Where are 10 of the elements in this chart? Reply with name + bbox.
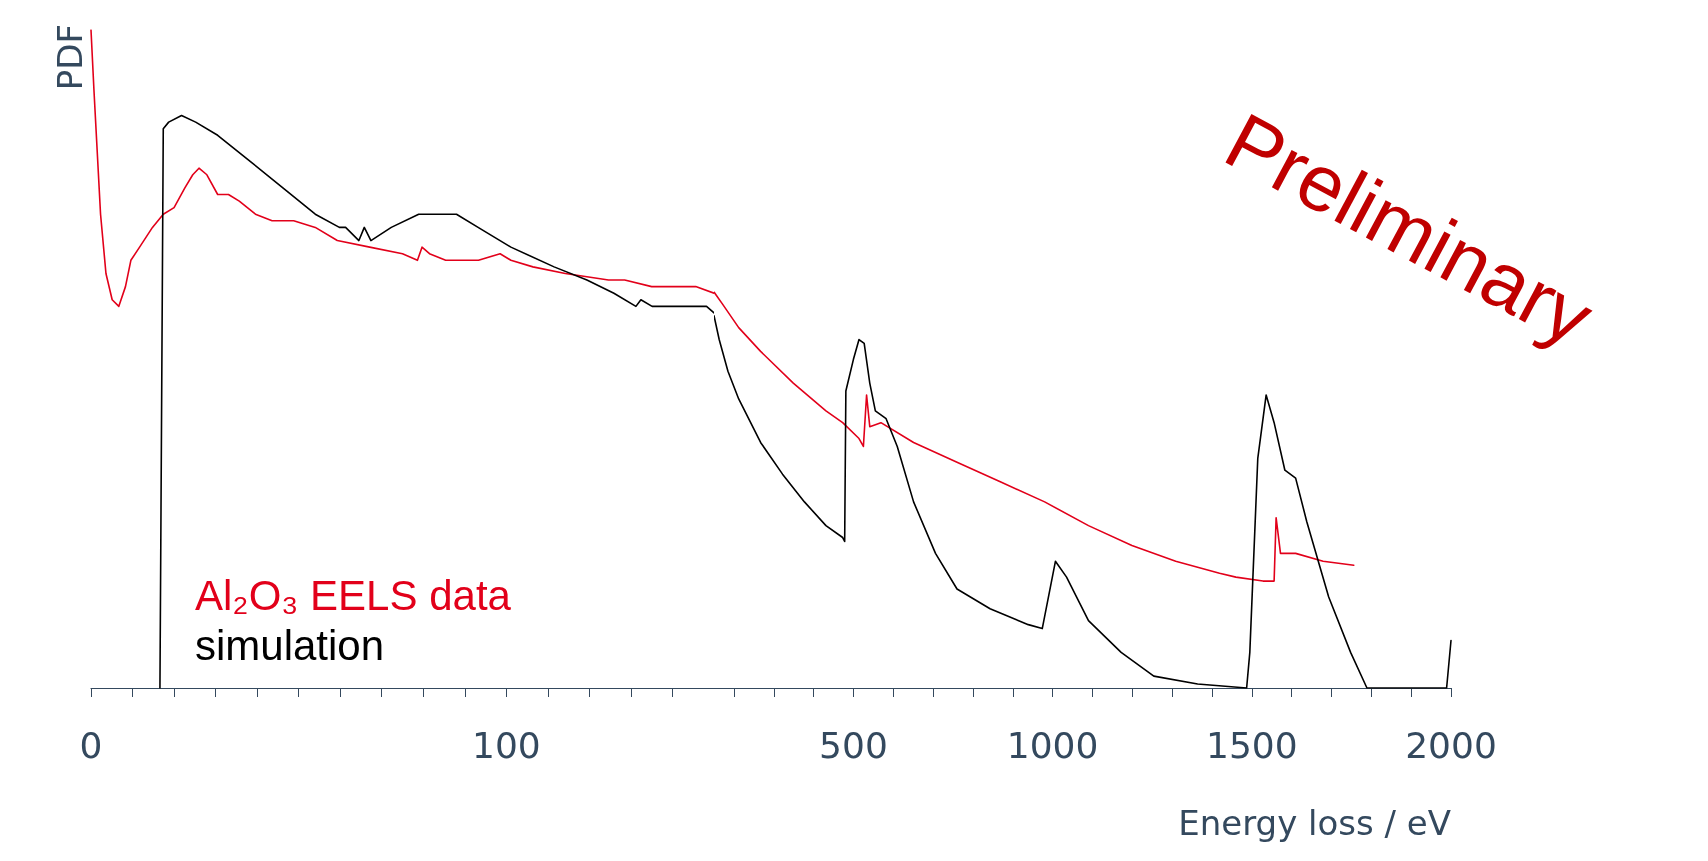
x-tick-label: 1500	[1206, 724, 1298, 766]
x-axis-title: Energy loss / eV	[1178, 803, 1451, 843]
x-tick-label: 500	[819, 724, 888, 766]
y-axis-title: PDF	[50, 24, 90, 91]
series-label: simulation	[195, 621, 385, 669]
x-tick-label: 1000	[1006, 724, 1099, 766]
x-tick-label: 2000	[1405, 724, 1497, 766]
x-tick-label: 0	[79, 724, 103, 766]
text: Al₂O₃ EELS data	[195, 571, 512, 619]
x-tick-label: 100	[471, 724, 541, 766]
